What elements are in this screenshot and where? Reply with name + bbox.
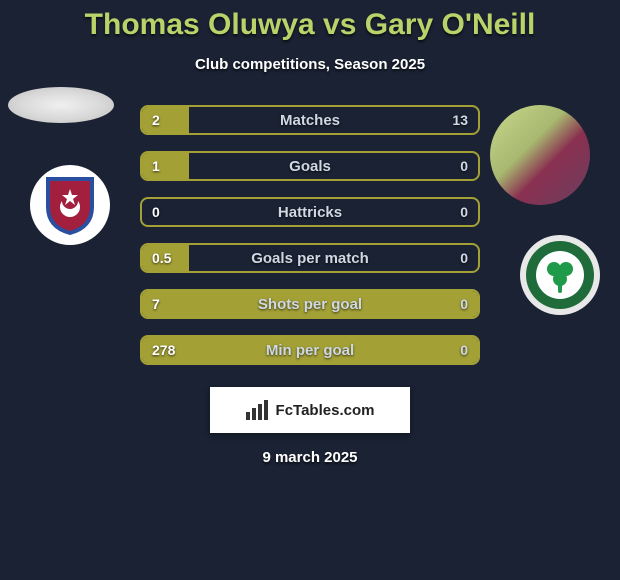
player-left-photo [8,87,114,123]
page-subtitle: Club competitions, Season 2025 [0,56,620,73]
stat-bar: 1 Goals 0 [140,151,480,181]
club-badge-right [520,235,600,315]
stat-value-right: 0 [460,158,468,174]
stat-label: Matches [280,112,340,129]
stat-bar-fill [142,107,189,133]
footer-date: 9 march 2025 [0,449,620,466]
stat-value-left: 278 [152,342,175,358]
stat-value-left: 2 [152,112,160,128]
stat-value-left: 7 [152,296,160,312]
fctables-logo-icon [246,400,270,420]
stat-value-right: 0 [460,342,468,358]
brand-box[interactable]: FcTables.com [210,387,410,433]
stat-label: Goals [289,158,331,175]
shamrock-crest-icon [524,239,596,311]
stat-bar: 0 Hattricks 0 [140,197,480,227]
stat-value-left: 1 [152,158,160,174]
stat-value-right: 13 [452,112,468,128]
stat-bar-fill [142,153,189,179]
stat-bar: 2 Matches 13 [140,105,480,135]
stat-label: Shots per goal [258,296,362,313]
comparison-area: 2 Matches 13 1 Goals 0 0 Hattricks 0 0.5 Goals per… [0,105,620,466]
brand-text: FcTables.com [276,402,375,419]
stat-value-right: 0 [460,204,468,220]
stat-value-left: 0 [152,204,160,220]
stat-label: Goals per match [251,250,369,267]
player-right-photo [490,105,590,205]
club-badge-left [30,165,110,245]
drogheda-crest-icon [38,173,102,237]
stat-label: Min per goal [266,342,354,359]
stat-label: Hattricks [278,204,342,221]
stat-value-right: 0 [460,296,468,312]
stat-bar: 278 Min per goal 0 [140,335,480,365]
stat-value-right: 0 [460,250,468,266]
stat-bar: 7 Shots per goal 0 [140,289,480,319]
stat-bar: 0.5 Goals per match 0 [140,243,480,273]
stats-bars: 2 Matches 13 1 Goals 0 0 Hattricks 0 0.5 Goals per… [140,105,480,365]
page-title: Thomas Oluwya vs Gary O'Neill [0,0,620,42]
stat-value-left: 0.5 [152,250,171,266]
